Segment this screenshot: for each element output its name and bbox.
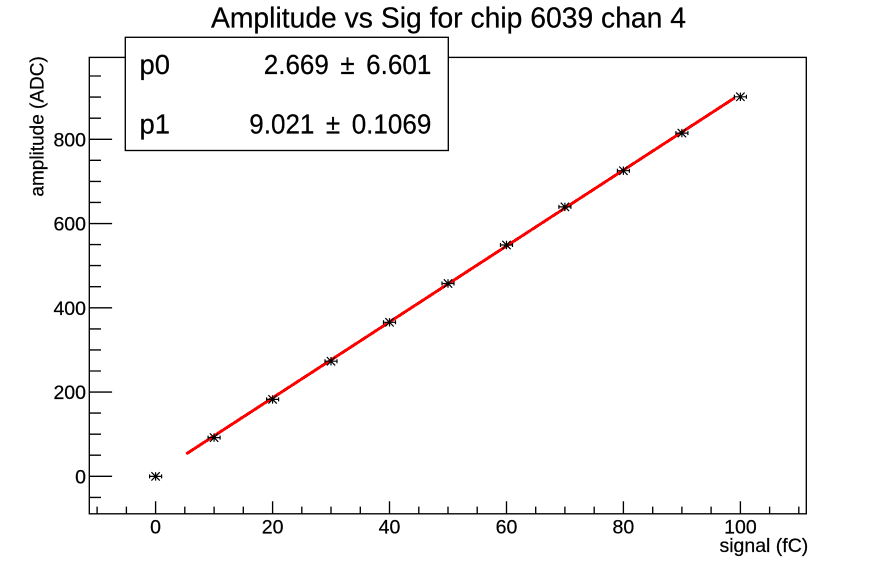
svg-text:0: 0 bbox=[150, 517, 161, 539]
svg-text:p1: p1 bbox=[140, 108, 170, 139]
svg-text:100: 100 bbox=[724, 517, 757, 539]
svg-text:200: 200 bbox=[53, 382, 86, 404]
svg-text:0: 0 bbox=[75, 466, 86, 488]
svg-text:800: 800 bbox=[53, 129, 86, 151]
svg-text:Amplitude vs Sig for chip 6039: Amplitude vs Sig for chip 6039 chan 4 bbox=[211, 2, 686, 34]
svg-text:2.669 ± 6.601: 2.669 ± 6.601 bbox=[264, 49, 432, 80]
svg-text:amplitude (ADC): amplitude (ADC) bbox=[28, 56, 49, 196]
svg-text:40: 40 bbox=[379, 517, 401, 539]
svg-text:400: 400 bbox=[53, 298, 86, 320]
svg-text:9.021 ± 0.1069: 9.021 ± 0.1069 bbox=[249, 109, 431, 140]
svg-text:20: 20 bbox=[262, 517, 284, 539]
svg-text:signal (fC): signal (fC) bbox=[719, 535, 808, 557]
svg-text:60: 60 bbox=[496, 517, 518, 539]
svg-text:p0: p0 bbox=[140, 49, 170, 80]
svg-text:80: 80 bbox=[613, 517, 635, 539]
svg-text:600: 600 bbox=[53, 214, 86, 236]
